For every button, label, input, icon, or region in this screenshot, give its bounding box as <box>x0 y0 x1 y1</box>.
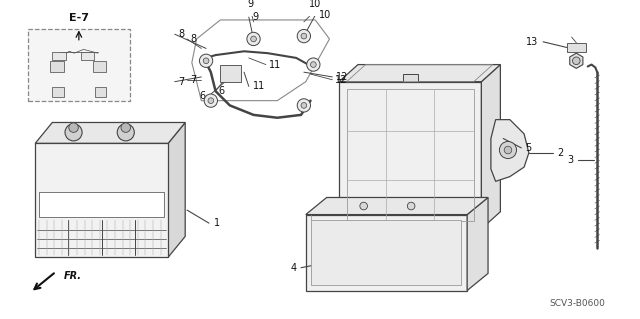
Text: 12: 12 <box>336 72 349 82</box>
Circle shape <box>69 123 78 132</box>
Text: 2: 2 <box>557 148 564 158</box>
FancyBboxPatch shape <box>81 52 94 60</box>
Polygon shape <box>339 64 500 82</box>
Text: 4: 4 <box>290 263 296 273</box>
FancyBboxPatch shape <box>95 87 106 97</box>
Text: 5: 5 <box>525 143 531 153</box>
Circle shape <box>310 62 316 67</box>
Circle shape <box>251 36 257 42</box>
FancyBboxPatch shape <box>52 52 65 60</box>
Circle shape <box>407 202 415 210</box>
Circle shape <box>200 54 212 67</box>
Polygon shape <box>467 197 488 291</box>
Text: FR.: FR. <box>63 271 82 281</box>
Circle shape <box>121 123 131 132</box>
FancyBboxPatch shape <box>39 192 164 218</box>
Circle shape <box>247 32 260 46</box>
Circle shape <box>504 146 512 154</box>
Text: 9: 9 <box>248 0 254 9</box>
FancyBboxPatch shape <box>93 61 106 72</box>
Polygon shape <box>35 143 168 257</box>
FancyBboxPatch shape <box>220 64 241 82</box>
FancyBboxPatch shape <box>567 43 586 52</box>
Circle shape <box>499 141 516 159</box>
Polygon shape <box>168 122 185 257</box>
Circle shape <box>65 124 82 141</box>
Circle shape <box>297 29 310 43</box>
Polygon shape <box>312 220 461 285</box>
Text: 6: 6 <box>218 86 225 96</box>
Circle shape <box>301 102 307 108</box>
Text: 7: 7 <box>179 77 185 87</box>
Polygon shape <box>481 64 500 229</box>
Polygon shape <box>403 74 418 82</box>
Polygon shape <box>306 197 488 215</box>
Text: SCV3-B0600: SCV3-B0600 <box>549 299 605 308</box>
Polygon shape <box>306 215 467 291</box>
Circle shape <box>573 57 580 64</box>
Circle shape <box>301 33 307 39</box>
Polygon shape <box>491 120 529 181</box>
Polygon shape <box>570 53 583 68</box>
Polygon shape <box>35 122 185 143</box>
Text: E-7: E-7 <box>69 13 89 23</box>
Text: 10: 10 <box>319 10 332 20</box>
Text: 6: 6 <box>199 91 205 101</box>
FancyBboxPatch shape <box>52 87 63 97</box>
Text: 7: 7 <box>190 75 196 85</box>
Circle shape <box>117 124 134 141</box>
Text: 11: 11 <box>253 81 265 92</box>
Text: 9: 9 <box>253 12 259 22</box>
Circle shape <box>360 202 367 210</box>
Polygon shape <box>339 82 481 229</box>
Circle shape <box>208 98 214 103</box>
Text: 8: 8 <box>190 34 196 44</box>
Text: 10: 10 <box>309 0 321 9</box>
Text: 11: 11 <box>269 60 281 70</box>
Text: 8: 8 <box>179 29 185 39</box>
Circle shape <box>204 58 209 63</box>
Text: 13: 13 <box>526 37 538 47</box>
Text: 3: 3 <box>567 155 573 166</box>
Circle shape <box>307 58 320 71</box>
Circle shape <box>204 94 218 107</box>
FancyBboxPatch shape <box>28 29 130 101</box>
Circle shape <box>297 99 310 112</box>
Text: 12: 12 <box>335 75 348 85</box>
Text: 1: 1 <box>214 218 220 228</box>
FancyBboxPatch shape <box>51 61 63 72</box>
